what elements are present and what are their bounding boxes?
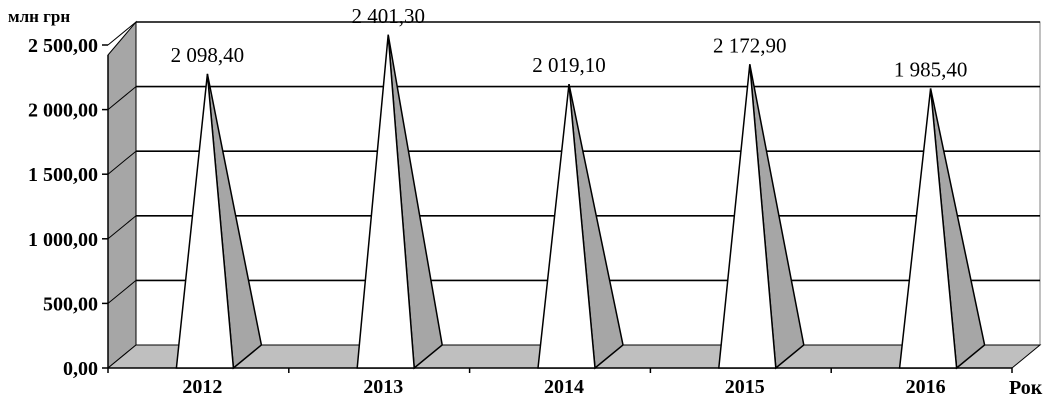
x-tick-label: 2013 <box>363 376 403 398</box>
y-tick-label: 0,00 <box>63 358 98 380</box>
cone-bar <box>717 64 777 369</box>
cone-bar <box>898 88 958 369</box>
cone-bar <box>537 84 596 369</box>
data-labels: 2 098,40 2 401,30 2 019,10 2 172,90 1 985,40 <box>171 4 968 82</box>
y-tick-label: 1 500,00 <box>28 164 98 186</box>
data-label: 2 172,90 <box>713 33 787 57</box>
y-axis-unit-label: млн грн <box>8 7 70 26</box>
data-label: 2 401,30 <box>351 4 425 28</box>
x-tick-label: 2012 <box>182 376 222 398</box>
bar-series <box>175 34 986 370</box>
x-axis-label: Рок <box>1009 377 1043 399</box>
gridline-depth <box>107 150 137 175</box>
data-label: 2 019,10 <box>532 53 606 77</box>
data-label: 1 985,40 <box>894 57 968 81</box>
y-tick-label: 2 500,00 <box>28 35 98 57</box>
gridline-depth <box>107 280 137 304</box>
side-wall <box>107 20 137 370</box>
x-tick-label: 2015 <box>725 376 765 398</box>
gridline-depth <box>107 21 137 46</box>
x-tick-label: 2016 <box>906 376 946 398</box>
gridline-depth <box>107 215 137 240</box>
y-tick-label: 1 000,00 <box>28 229 98 251</box>
cone-bar <box>356 34 416 369</box>
data-label: 2 098,40 <box>171 43 245 67</box>
y-tick-label: 500,00 <box>43 293 98 315</box>
x-tick-label: 2014 <box>544 376 584 398</box>
y-tick-labels: 0,00 500,00 1 000,00 1 500,00 2 000,00 2 500,… <box>28 35 98 380</box>
y-tick-label: 2 000,00 <box>28 100 98 122</box>
cone-bar <box>175 73 235 369</box>
gridlines <box>107 21 1040 304</box>
gridline-depth <box>107 86 137 110</box>
x-tick-labels: 2012 2013 2014 2015 2016 <box>182 376 945 398</box>
